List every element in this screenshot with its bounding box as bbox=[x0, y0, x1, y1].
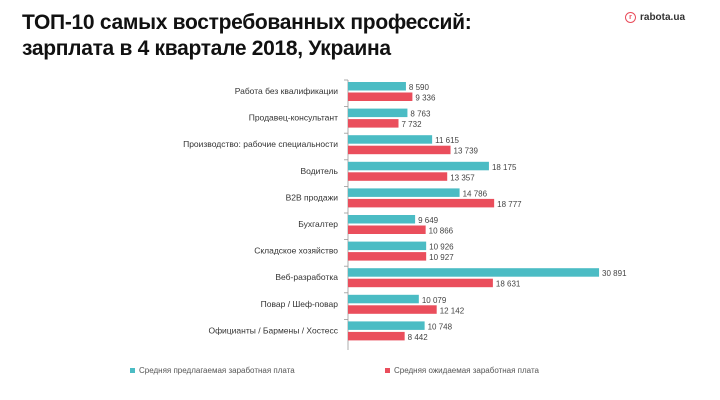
legend-label: Средняя ожидаемая заработная плата bbox=[394, 366, 539, 375]
data-label: 12 142 bbox=[440, 306, 465, 315]
category-label: Водитель bbox=[300, 166, 338, 176]
bar-offered bbox=[348, 268, 600, 277]
data-label: 10 866 bbox=[429, 227, 454, 236]
category-label: Бухгалтер bbox=[298, 219, 338, 229]
data-label: 11 615 bbox=[435, 136, 459, 145]
legend-label: Средняя предлагаемая заработная плата bbox=[139, 366, 295, 375]
data-label: 8 590 bbox=[409, 83, 430, 92]
data-label: 18 631 bbox=[496, 280, 521, 289]
data-label: 18 777 bbox=[497, 200, 522, 209]
rabota-logo-icon: r bbox=[625, 12, 636, 23]
logo: r rabota.ua bbox=[625, 12, 685, 23]
data-label: 10 927 bbox=[429, 253, 454, 262]
bar-expected bbox=[348, 305, 437, 314]
category-label: Работа без квалификации bbox=[235, 86, 339, 96]
data-label: 13 357 bbox=[450, 173, 475, 182]
title-line-1: ТОП-10 самых востребованных профессий: bbox=[22, 11, 472, 34]
bar-offered bbox=[348, 321, 425, 330]
data-label: 7 732 bbox=[402, 120, 423, 129]
bar-offered bbox=[348, 241, 427, 251]
data-label: 14 786 bbox=[463, 189, 488, 198]
data-label: 9 336 bbox=[415, 94, 436, 103]
data-label: 10 748 bbox=[428, 322, 453, 331]
data-label: 9 649 bbox=[418, 216, 439, 225]
data-label: 18 175 bbox=[492, 163, 517, 172]
bar-expected bbox=[348, 172, 448, 181]
category-label: Веб-разработка bbox=[275, 272, 338, 282]
bar-expected bbox=[348, 198, 495, 208]
category-label: B2B продажи bbox=[286, 192, 339, 202]
legend-item-offered: Средняя предлагаемая заработная плата bbox=[130, 366, 295, 375]
data-label: 8 442 bbox=[408, 333, 429, 342]
bar-expected bbox=[348, 278, 493, 288]
category-label: Продавец-консультант bbox=[249, 113, 338, 123]
bar-offered bbox=[348, 188, 460, 197]
bar-offered bbox=[348, 161, 489, 171]
data-label: 10 926 bbox=[429, 243, 454, 252]
data-label: 10 079 bbox=[422, 296, 447, 305]
data-label: 8 763 bbox=[410, 110, 431, 119]
legend-swatch bbox=[130, 368, 135, 373]
bar-expected bbox=[348, 225, 426, 234]
logo-text: rabota.ua bbox=[640, 12, 686, 23]
category-label: Складское хозяйство bbox=[254, 246, 338, 256]
bar-offered bbox=[348, 108, 408, 118]
category-label: Производство: рабочие специальности bbox=[183, 139, 338, 149]
legend-swatch bbox=[385, 368, 390, 373]
bar-offered bbox=[348, 294, 419, 304]
legend-item-expected: Средняя ожидаемая заработная плата bbox=[385, 366, 539, 375]
bar-offered bbox=[348, 215, 416, 224]
data-label: 30 891 bbox=[602, 269, 627, 278]
bar-expected bbox=[348, 119, 399, 128]
bar-offered bbox=[348, 135, 433, 144]
chart-title: ТОП-10 самых востребованных профессий: з… bbox=[22, 10, 472, 62]
bar-expected bbox=[348, 145, 451, 155]
data-label: 13 739 bbox=[454, 147, 479, 156]
category-label: Повар / Шеф-повар bbox=[261, 299, 339, 309]
bar-expected bbox=[348, 331, 405, 341]
bar-offered bbox=[348, 82, 406, 91]
bar-expected bbox=[348, 92, 413, 101]
title-line-2: зарплата в 4 квартале 2018, Украина bbox=[22, 37, 391, 60]
bar-expected bbox=[348, 252, 427, 261]
category-label: Официанты / Бармены / Хостесс bbox=[208, 325, 338, 335]
